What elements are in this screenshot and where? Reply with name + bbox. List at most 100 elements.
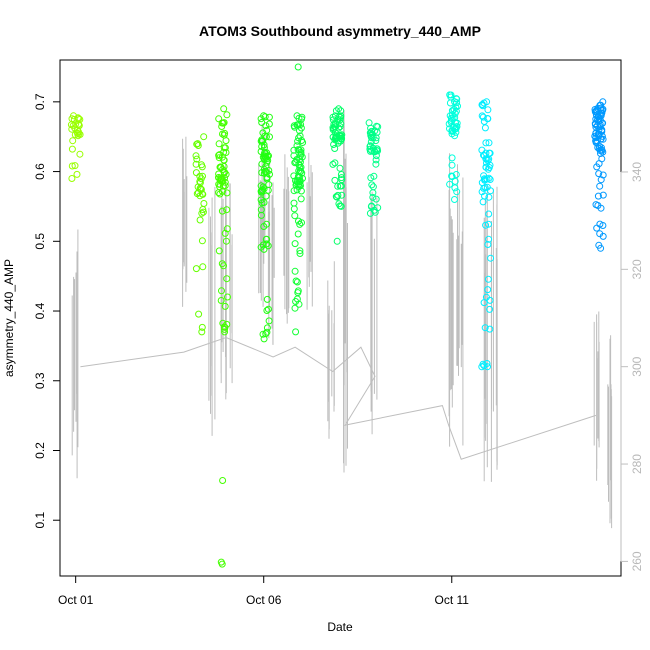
data-point [215, 140, 223, 148]
data-point [484, 241, 492, 248]
data-point [482, 139, 490, 147]
data-point [223, 111, 231, 119]
data-point [370, 172, 378, 180]
data-point [372, 156, 380, 164]
y2-tick-label: 280 [630, 454, 644, 474]
data-point [265, 120, 273, 128]
data-point [192, 265, 200, 273]
data-point [219, 119, 227, 127]
data-point [68, 162, 76, 170]
data-point [484, 275, 492, 283]
data-point [486, 305, 494, 313]
data-point [599, 148, 607, 156]
data-point [480, 175, 488, 183]
secondary-series-spike [607, 335, 613, 529]
data-point [68, 125, 76, 133]
data-point [199, 172, 206, 180]
data-point [70, 116, 78, 123]
data-point [265, 152, 272, 160]
data-point [199, 208, 207, 216]
secondary-series-spike [456, 164, 464, 446]
data-point [297, 195, 305, 203]
data-point [297, 163, 305, 171]
data-point [264, 157, 272, 164]
data-point [484, 286, 492, 294]
data-point [592, 139, 600, 147]
data-point [266, 133, 273, 141]
data-point [450, 105, 458, 113]
data-point [221, 129, 229, 137]
data-point [483, 360, 491, 367]
x-axis-label: Date [327, 620, 353, 634]
data-point [292, 328, 300, 336]
data-point [219, 182, 227, 190]
data-point [599, 171, 607, 179]
data-point [292, 277, 300, 285]
y-tick-label: 0.4 [33, 302, 47, 319]
data-point [372, 195, 380, 203]
data-point [291, 267, 299, 275]
data-point [338, 191, 346, 199]
data-point [297, 146, 305, 154]
data-point [291, 240, 299, 248]
data-point [76, 150, 84, 158]
data-point [260, 223, 268, 230]
data-point [452, 103, 460, 111]
data-point [453, 99, 461, 107]
data-point [198, 190, 206, 198]
data-point [484, 115, 492, 123]
data-point [72, 120, 80, 128]
data-point [192, 169, 200, 177]
data-point [336, 132, 344, 140]
data-point [259, 241, 267, 249]
data-point [331, 112, 339, 120]
y-tick-label: 0.2 [33, 442, 47, 459]
data-point [480, 184, 488, 192]
secondary-series-spike [283, 154, 290, 324]
data-point [453, 188, 461, 196]
data-point [294, 289, 302, 297]
data-point-outlier [294, 63, 302, 71]
data-point [338, 176, 346, 184]
data-point [596, 116, 604, 124]
data-point [486, 161, 494, 169]
data-point [366, 147, 374, 155]
data-point [595, 241, 603, 249]
data-point [298, 137, 306, 144]
data-point [217, 297, 225, 304]
data-point [263, 295, 271, 303]
data-point [293, 186, 301, 194]
data-point [596, 230, 604, 238]
data-point [221, 144, 229, 152]
y2-tick-label: 320 [630, 259, 644, 279]
data-point [221, 325, 228, 333]
secondary-series-spike [448, 153, 454, 447]
data-point [73, 170, 81, 178]
data-point [295, 167, 303, 175]
data-point [69, 137, 77, 145]
data-point [451, 177, 459, 185]
data-point [198, 328, 206, 336]
data-point [263, 240, 271, 248]
data-point [449, 114, 457, 122]
data-point [592, 134, 600, 142]
data-point [481, 124, 489, 132]
data-point [330, 120, 338, 128]
data-point [597, 176, 605, 184]
data-point [68, 145, 76, 153]
data-point [216, 183, 224, 191]
data-point [223, 189, 231, 197]
data-point [258, 143, 266, 150]
data-point [200, 200, 208, 207]
data-point [331, 145, 339, 152]
data-point [224, 293, 231, 301]
data-point [75, 130, 83, 138]
data-point [192, 160, 200, 168]
data-point [71, 131, 79, 139]
data-point [200, 133, 208, 141]
data-point-outlier [218, 560, 226, 568]
data-point [221, 178, 229, 186]
data-point [263, 235, 271, 243]
data-point [453, 119, 461, 127]
data-point [372, 137, 380, 145]
